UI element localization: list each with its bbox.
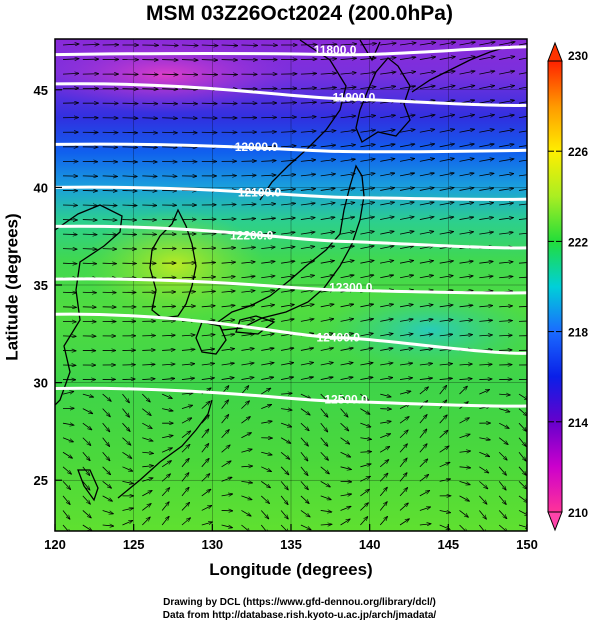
contour-line [55, 312, 527, 355]
contour-line [55, 142, 527, 154]
x-axis-label: Longitude (degrees) [209, 560, 373, 579]
y-tick-label: 45 [34, 83, 48, 98]
height-contours: 11800.0 11900.0 12000.0 12100.0 12200.0 12300… [55, 43, 527, 408]
contour-label: 12500.0 [324, 392, 368, 406]
shikoku-coast [235, 315, 276, 335]
colorbar-min-arrow [547, 511, 563, 532]
kyushu-coast [195, 321, 227, 355]
y-tick-label: 30 [34, 376, 48, 391]
y-tick-label: 35 [34, 278, 48, 293]
x-tick-label: 135 [280, 537, 302, 552]
sakhalin-coast [359, 39, 381, 62]
colorbar: 210 214 218 222 226 230 [547, 41, 588, 532]
contour-label: 12300.0 [329, 281, 373, 295]
contour-line [55, 185, 527, 201]
ryukyu-islands [117, 399, 213, 499]
contour-label: 11800.0 [314, 43, 357, 57]
contour-line [55, 82, 527, 107]
colorbar-ticks: 210 214 218 222 226 230 [548, 49, 588, 520]
wind-vectors [62, 42, 527, 531]
china-coast [55, 204, 123, 406]
contour-label: 12000.0 [235, 140, 279, 154]
x-tick-label: 140 [359, 537, 381, 552]
colorbar-tick-label: 222 [568, 235, 588, 249]
y-axis-ticks: 25 30 35 40 45 [34, 83, 62, 488]
taiwan-coast [77, 469, 99, 502]
y-tick-label: 40 [34, 180, 48, 195]
credit-drawing: Drawing by DCL (https://www.gfd-dennou.o… [163, 597, 436, 608]
hokkaido-coast [355, 57, 411, 143]
colorbar-tick-label: 214 [568, 416, 588, 430]
colorbar-max-arrow [547, 41, 563, 62]
contour-line [55, 224, 527, 250]
x-tick-label: 125 [123, 537, 145, 552]
y-tick-label: 25 [34, 473, 48, 488]
colorbar-scale [547, 60, 563, 513]
x-tick-label: 130 [201, 537, 223, 552]
x-axis-ticks: 120 125 130 135 140 145 150 [44, 524, 538, 552]
colorbar-tick-label: 210 [568, 506, 588, 520]
contour-line [55, 386, 527, 408]
colorbar-tick-label: 230 [568, 49, 588, 63]
contour-label: 12200.0 [230, 228, 274, 242]
colorbar-tick-label: 218 [568, 326, 588, 340]
russia-coast [259, 39, 347, 201]
contour-label: 12400.0 [317, 331, 361, 345]
contour-label: 12100.0 [238, 185, 282, 199]
map-title: MSM 03Z26Oct2024 (200.0hPa) [146, 2, 453, 25]
cold-core-region [55, 39, 295, 113]
contour-line [55, 45, 527, 57]
x-tick-label: 145 [437, 537, 459, 552]
kuril-islands [411, 45, 511, 93]
x-tick-label: 120 [44, 537, 66, 552]
colorbar-tick-label: 226 [568, 145, 588, 159]
credit-data-source: Data from http://database.rish.kyoto-u.a… [162, 610, 437, 621]
x-tick-label: 150 [516, 537, 538, 552]
contour-label: 11900.0 [333, 91, 376, 105]
y-axis-label: Latitude (degrees) [2, 213, 22, 361]
contour-line [55, 277, 527, 295]
